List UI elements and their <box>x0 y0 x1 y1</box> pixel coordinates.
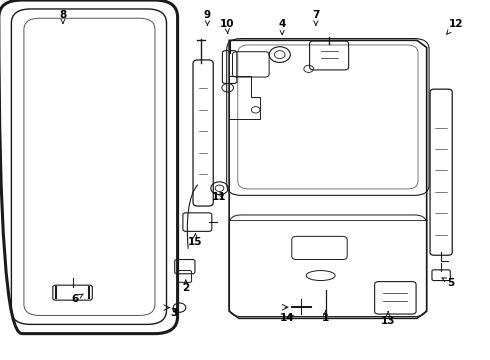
Text: 4: 4 <box>278 19 286 35</box>
Text: 8: 8 <box>59 10 67 23</box>
Text: 14: 14 <box>280 313 294 323</box>
Text: 10: 10 <box>220 19 234 33</box>
Text: 7: 7 <box>312 10 319 25</box>
Text: 13: 13 <box>381 312 395 326</box>
Text: 15: 15 <box>188 234 203 247</box>
Text: 9: 9 <box>204 10 211 25</box>
Text: 12: 12 <box>447 19 463 34</box>
Text: 5: 5 <box>442 278 454 288</box>
Text: 3: 3 <box>170 308 177 318</box>
Text: 2: 2 <box>182 280 190 293</box>
Text: 1: 1 <box>322 311 329 323</box>
Text: 6: 6 <box>72 294 83 304</box>
Text: 11: 11 <box>212 192 227 202</box>
